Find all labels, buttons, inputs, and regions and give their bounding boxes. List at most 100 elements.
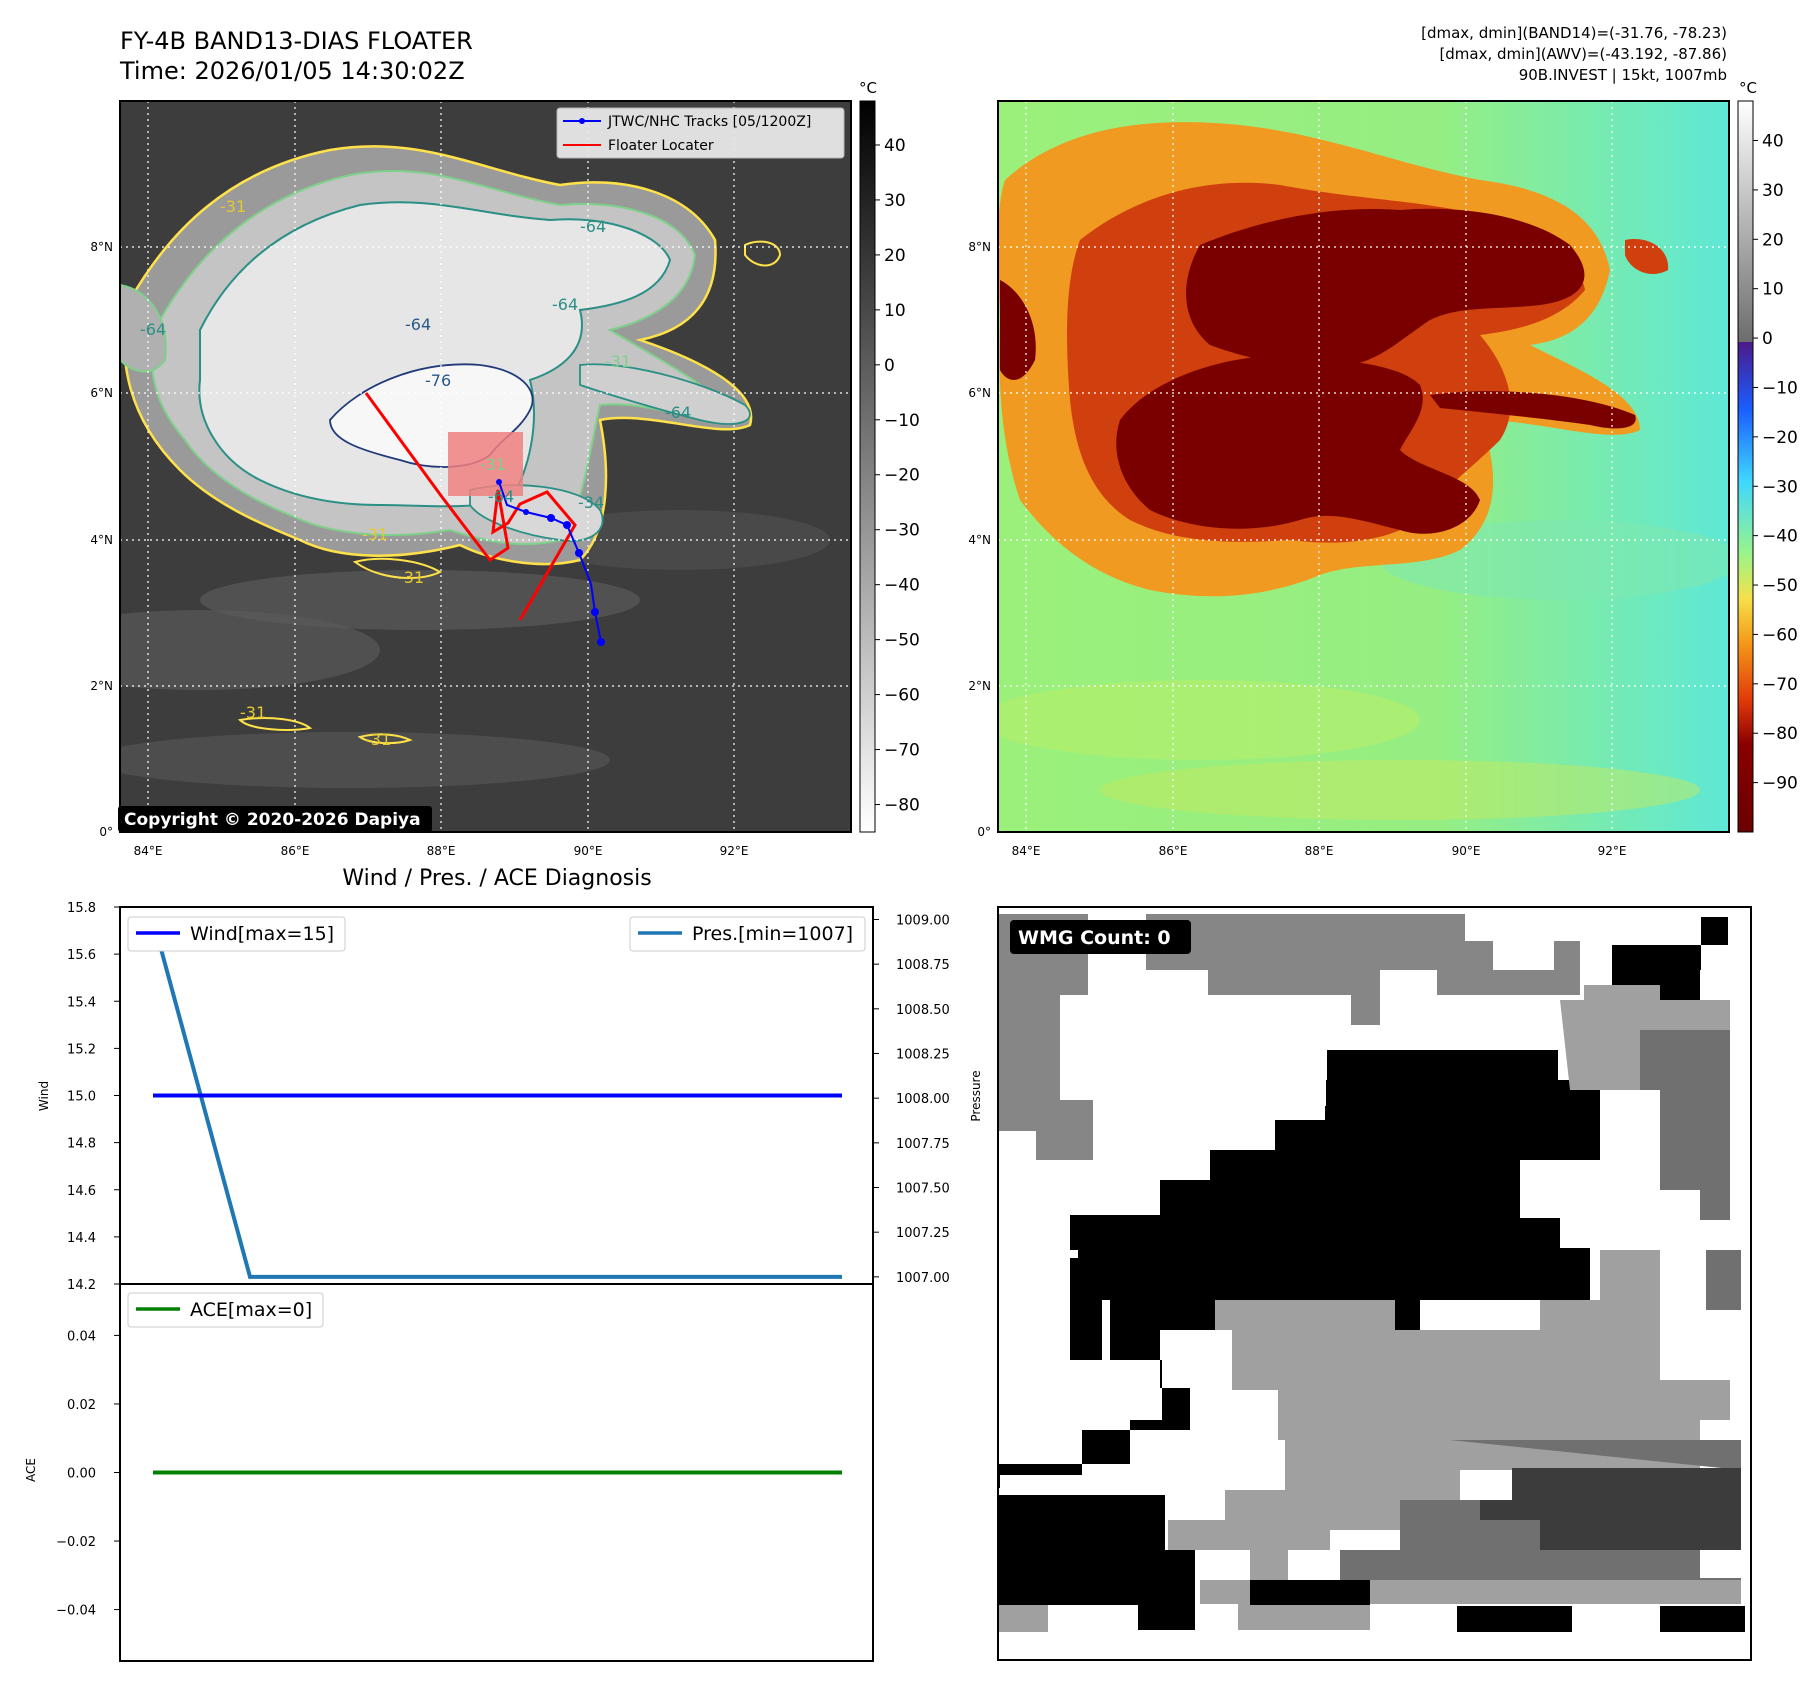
colorbar-tick-label: −50 <box>1762 576 1798 596</box>
colorbar-tick-label: −30 <box>884 521 920 541</box>
ir-colorbar: °C 40 30 20 10 0 −10 −20 −30 −40 −50 −60 −70 −80 <box>859 79 920 833</box>
wv-imagery <box>998 122 1729 820</box>
wv-colorbar: °C 40 30 20 10 0 −10 −20 −30 −40 −50 −60 −70 −80 −90 <box>1737 79 1798 833</box>
ace-y-tick-label: 0.04 <box>67 1329 96 1344</box>
wmg-frame <box>997 906 1752 1661</box>
contour-label: -31 <box>365 730 391 749</box>
ir-lat-label: 8°N <box>90 240 113 254</box>
stats-storm: 90B.INVEST | 15kt, 1007mb <box>1519 66 1727 84</box>
floater-locater-line <box>364 392 577 621</box>
wv-lon-label: 86°E <box>1159 844 1188 858</box>
wv-colorbar-unit: °C <box>1739 79 1757 97</box>
figure-time: Time: 2026/01/05 14:30:02Z <box>119 57 465 85</box>
contour-label: -64 <box>552 295 578 314</box>
ir-lat-label: 0° <box>99 825 113 839</box>
ir-cloud-arm <box>579 363 751 425</box>
colorbar-tick-label: −40 <box>1762 527 1798 547</box>
colorbar-tick-label: −10 <box>884 411 920 431</box>
ir-imagery <box>120 145 830 788</box>
ace-y-tick-label: 0.02 <box>67 1398 96 1413</box>
pressure-series-line <box>151 918 842 1279</box>
ir-cloud-west <box>120 283 167 373</box>
contour-label: -64 <box>665 403 691 422</box>
colorbar-tick-label: 10 <box>884 301 906 321</box>
pressure-y-tick-label: 1007.50 <box>896 1182 950 1197</box>
legend-floater-label: Floater Locater <box>608 138 714 154</box>
stats-awv: [dmax, dmin](AWV)=(-43.192, -87.86) <box>1439 45 1727 63</box>
contour-label: -31 <box>220 197 246 216</box>
wv-map-frame <box>997 100 1730 833</box>
colorbar-tick-label: −20 <box>1762 428 1798 448</box>
colorbar-tick-label: 30 <box>1762 181 1784 201</box>
wind-y-tick-label: 15.6 <box>67 948 96 963</box>
ir-cloud-teal <box>198 201 672 508</box>
ace-y-tick-label: 0.00 <box>67 1467 96 1482</box>
wind-legend-label: Wind[max=15] <box>190 923 334 945</box>
contour-label: -64 <box>405 315 431 334</box>
ace-chart: 0.04 0.02 0.00 −0.02 −0.04 ACE ACE[max=0] <box>24 1283 874 1662</box>
ir-lat-label: 4°N <box>90 533 113 547</box>
ir-lon-label: 88°E <box>427 844 456 858</box>
contour-label: -31 <box>240 703 266 722</box>
ace-axis-label: ACE <box>24 1458 38 1482</box>
ir-lon-label: 90°E <box>574 844 603 858</box>
ir-lat-label: 6°N <box>90 386 113 400</box>
pressure-legend: Pres.[min=1007] <box>629 916 866 952</box>
colorbar-tick-label: −80 <box>1762 724 1798 744</box>
colorbar-tick-label: −70 <box>1762 675 1798 695</box>
ir-map-panel: -31 -31 -31 -31 -31 -64 -64 -64 -76 -64 … <box>90 100 852 858</box>
wv-lon-label: 92°E <box>1598 844 1627 858</box>
pressure-legend-label: Pres.[min=1007] <box>692 923 853 945</box>
wv-moisture-maroon <box>1186 208 1585 367</box>
legend-track-marker <box>579 118 585 124</box>
contour-label: -76 <box>425 371 451 390</box>
colorbar-tick-label: 40 <box>1762 132 1784 152</box>
ir-lat-label: 2°N <box>90 679 113 693</box>
contour-label: -34 <box>578 493 604 512</box>
pressure-y-tick-label: 1007.75 <box>896 1137 950 1152</box>
copyright-box <box>118 806 432 832</box>
wv-lon-label: 90°E <box>1452 844 1481 858</box>
wv-lon-label: 84°E <box>1012 844 1041 858</box>
wind-pressure-chart: 15.8 15.6 15.4 15.2 15.0 14.8 14.6 14.4 14.2 100… <box>37 901 983 1293</box>
wind-y-tick-label: 14.2 <box>67 1278 96 1293</box>
wind-y-tick-label: 15.0 <box>67 1090 96 1105</box>
colorbar-tick-label: 0 <box>884 356 895 376</box>
wmg-count-label: WMG Count: 0 <box>1018 927 1171 949</box>
colorbar-tick-label: −60 <box>884 686 920 706</box>
pressure-y-tick-label: 1008.25 <box>896 1048 950 1063</box>
contour-label: -64 <box>488 487 514 506</box>
figure-title: FY-4B BAND13-DIAS FLOATER <box>120 27 473 55</box>
contour-label: -31 <box>398 568 424 587</box>
pressure-axis-label: Pressure <box>969 1070 983 1121</box>
ace-legend: ACE[max=0] <box>127 1292 324 1328</box>
wv-lat-label: 0° <box>977 825 991 839</box>
map-legend: JTWC/NHC Tracks [05/1200Z] Floater Locat… <box>556 107 845 159</box>
ir-lon-label: 86°E <box>281 844 310 858</box>
colorbar-tick-label: 30 <box>884 191 906 211</box>
copyright-text: Copyright © 2020-2026 Dapiya <box>124 810 421 830</box>
wmg-blocks <box>998 914 1745 1632</box>
colorbar-tick-label: −60 <box>1762 625 1798 645</box>
wv-lon-label: 88°E <box>1305 844 1334 858</box>
colorbar-tick-label: −70 <box>884 741 920 761</box>
colorbar-tick-label: 0 <box>1762 329 1773 349</box>
wind-y-tick-label: 14.8 <box>67 1137 96 1152</box>
colorbar-tick-label: −90 <box>1762 774 1798 794</box>
ir-lon-label: 84°E <box>134 844 163 858</box>
pressure-y-tick-label: 1008.00 <box>896 1092 950 1107</box>
wind-y-tick-label: 14.6 <box>67 1184 96 1199</box>
ir-map-frame <box>119 100 852 833</box>
pressure-y-tick-label: 1007.00 <box>896 1271 950 1286</box>
wv-gridlines <box>998 101 1729 832</box>
wmg-panel: WMG Count: 0 <box>997 906 1752 1661</box>
wv-lat-label: 8°N <box>968 240 991 254</box>
colorbar-tick-label: 20 <box>1762 230 1784 250</box>
contour-label: -31 <box>605 352 631 371</box>
pressure-y-tick-label: 1009.00 <box>896 914 950 929</box>
colorbar-tick-label: −30 <box>1762 477 1798 497</box>
ace-legend-label: ACE[max=0] <box>190 1299 312 1321</box>
contour-label: -31 <box>362 525 388 544</box>
colorbar-tick-label: −40 <box>884 576 920 596</box>
